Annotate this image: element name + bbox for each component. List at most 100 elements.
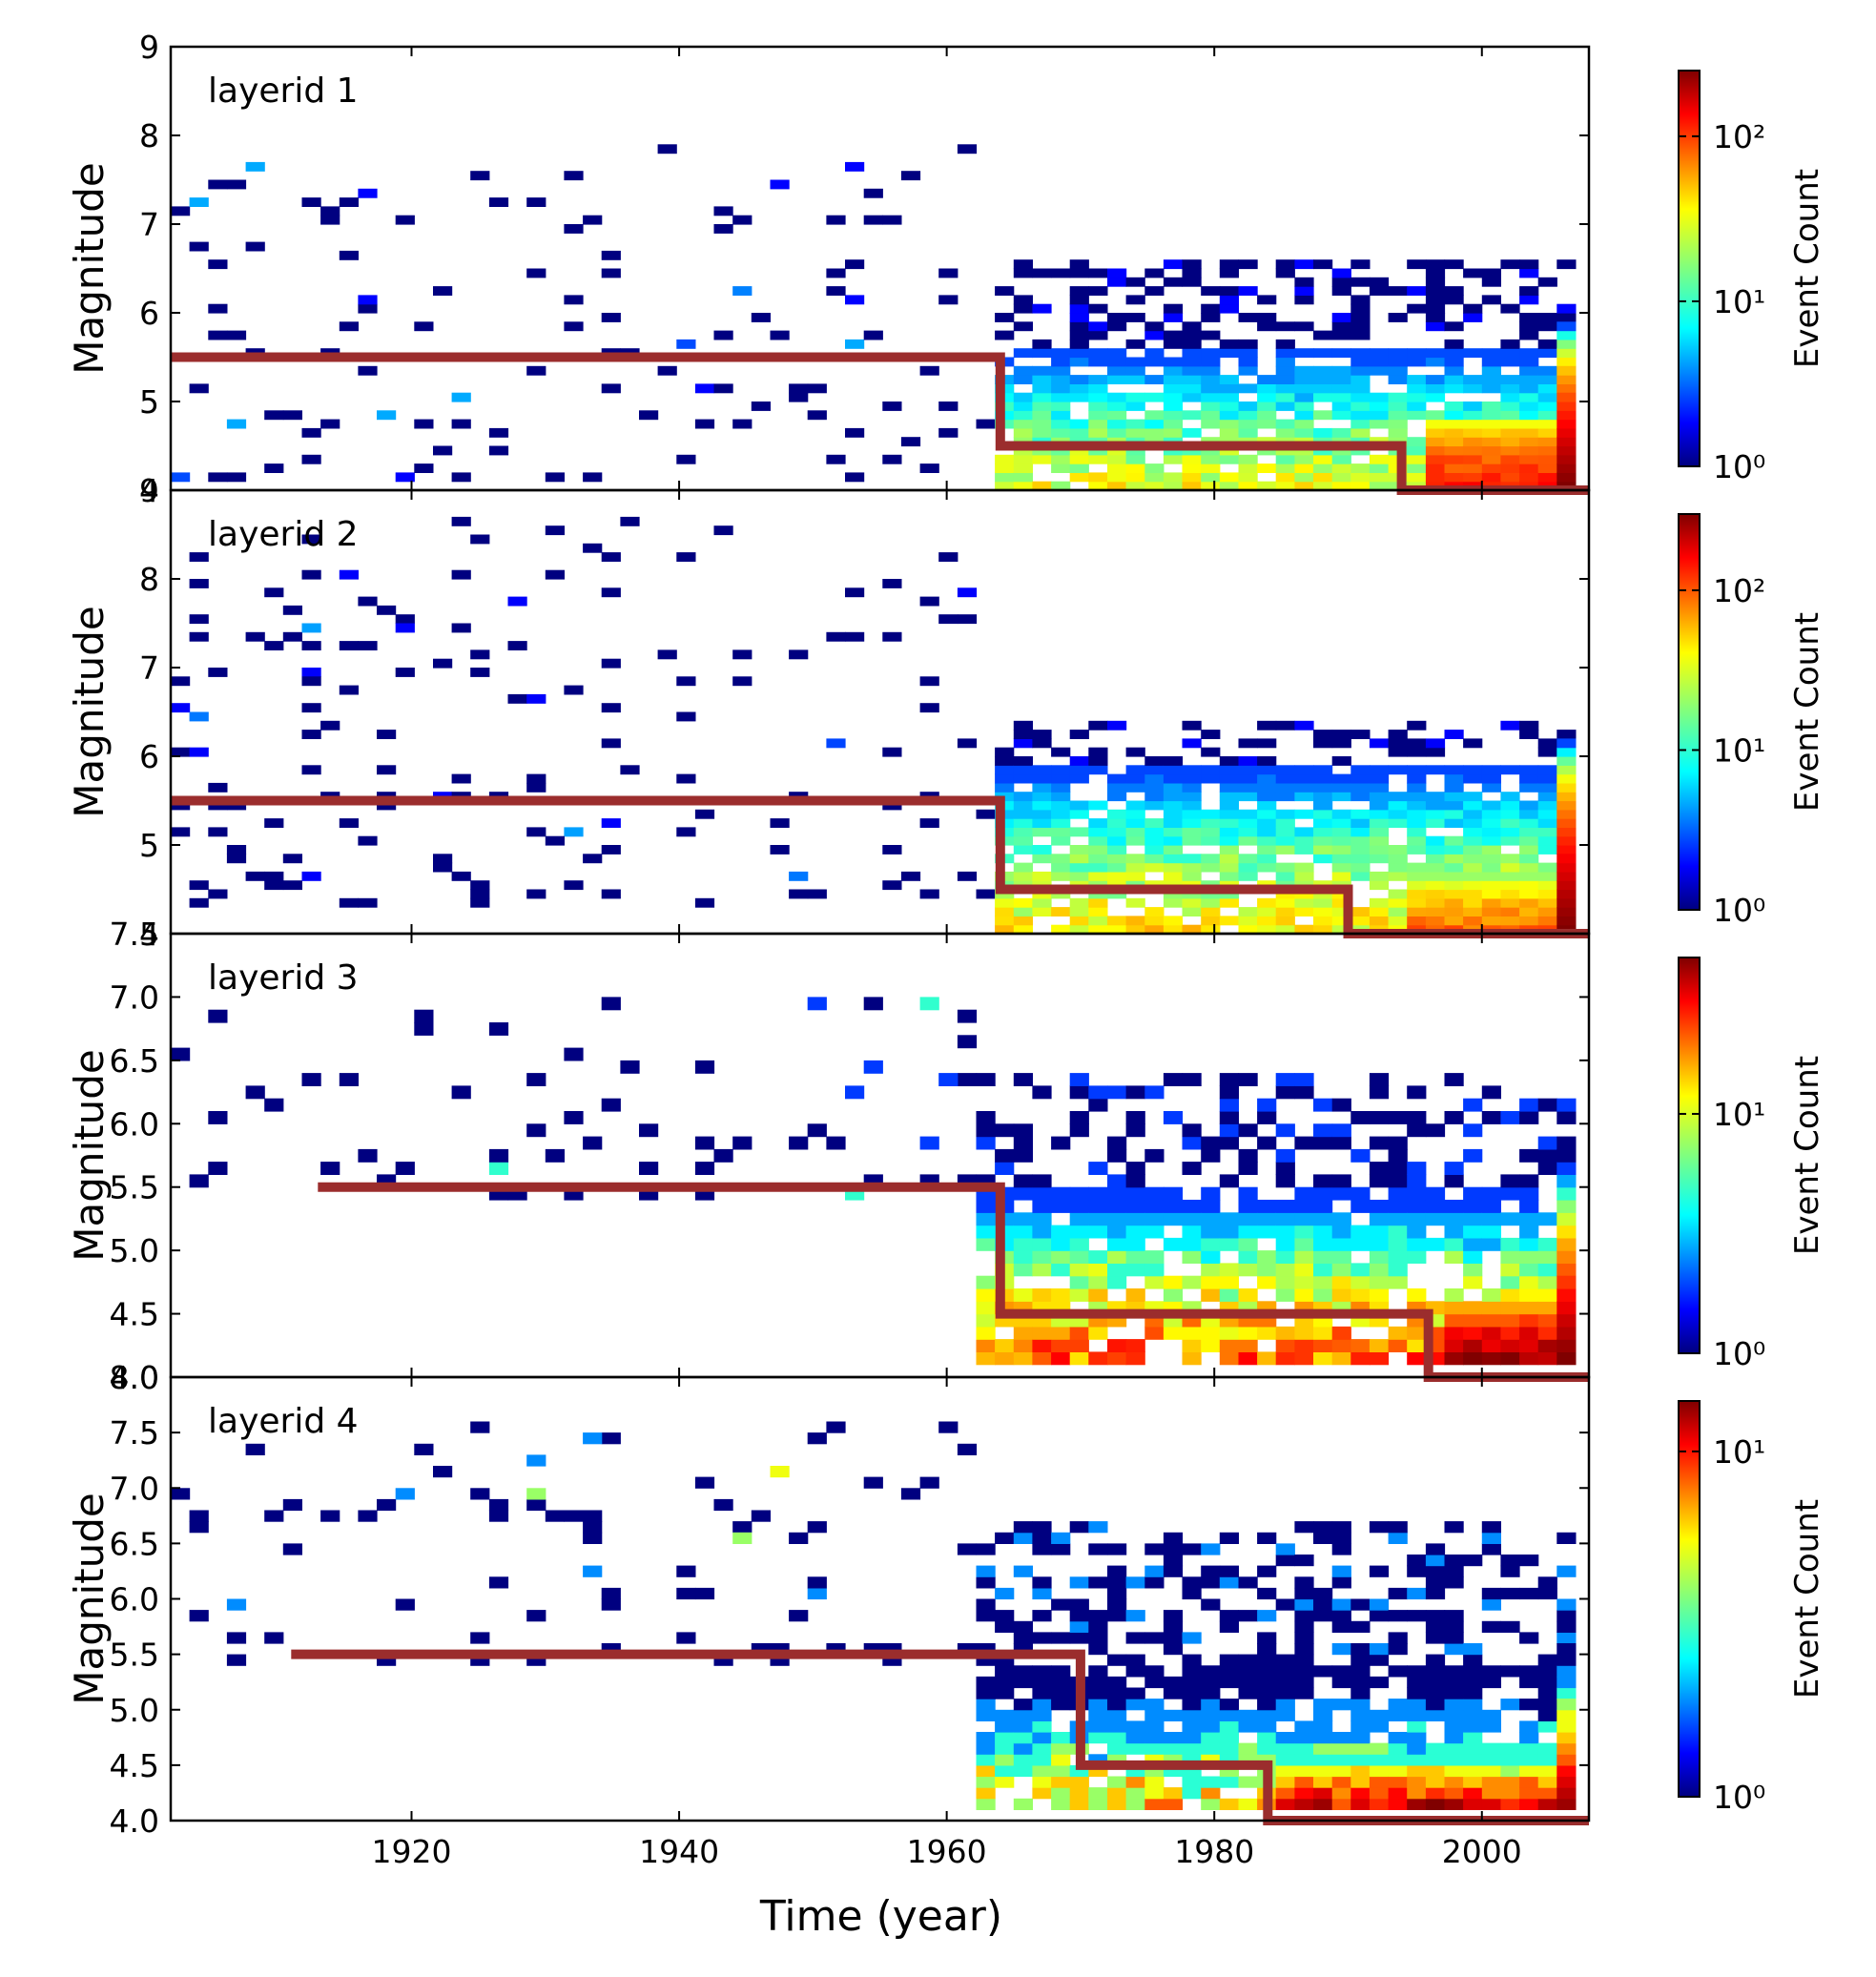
heatmap-cell <box>1163 259 1184 270</box>
y-tick-label: 6.5 <box>110 1525 159 1562</box>
heatmap-cell <box>1331 481 1351 491</box>
heatmap-cell <box>1294 773 1314 784</box>
heatmap-cell <box>713 224 733 234</box>
heatmap-cell <box>1350 1186 1371 1201</box>
heatmap-cell <box>995 1720 1015 1733</box>
heatmap-cell <box>995 897 1015 908</box>
heatmap-cell <box>1163 756 1184 766</box>
heatmap-cell <box>1163 1212 1184 1226</box>
heatmap-cell <box>1556 472 1577 483</box>
heatmap-cell <box>770 845 790 855</box>
heatmap-cell <box>1069 295 1089 305</box>
y-tick-label: 5.0 <box>110 1692 159 1729</box>
heatmap-cell <box>488 1162 509 1175</box>
heatmap-cell <box>845 427 865 438</box>
heatmap-cell <box>1407 738 1427 749</box>
heatmap-cell <box>1407 1787 1427 1800</box>
heatmap-cell <box>976 1798 996 1810</box>
heatmap-cell <box>1219 402 1239 411</box>
heatmap-cell <box>601 658 621 669</box>
heatmap-cell <box>1556 854 1577 864</box>
heatmap-cell <box>694 1162 715 1175</box>
heatmap-cell <box>1107 1148 1127 1163</box>
heatmap-cell <box>1537 1212 1557 1226</box>
heatmap-cell <box>1481 365 1501 376</box>
heatmap-cell <box>1444 809 1464 819</box>
heatmap-cell <box>1500 383 1520 394</box>
heatmap-cell <box>1069 862 1089 873</box>
heatmap-cell <box>1369 1275 1390 1289</box>
heatmap-cell <box>1519 402 1539 411</box>
heatmap-cell <box>1257 862 1277 873</box>
heatmap-cell <box>995 1339 1015 1352</box>
colorbar-tick-label: 10⁰ <box>1713 448 1765 485</box>
heatmap-cell <box>264 1098 284 1112</box>
heatmap-cell <box>526 1123 546 1138</box>
heatmap-cell <box>1051 1186 1071 1201</box>
heatmap-cell <box>1238 472 1258 483</box>
heatmap-cell <box>1425 437 1446 447</box>
heatmap-cell <box>1144 1200 1165 1213</box>
heatmap-cell <box>1275 827 1295 837</box>
heatmap-cell <box>1537 880 1557 891</box>
heatmap-cell <box>1407 916 1427 926</box>
heatmap-cell <box>1444 889 1464 899</box>
heatmap-cell <box>1125 871 1145 881</box>
heatmap-cell <box>1163 313 1184 322</box>
heatmap-cell <box>1163 419 1184 429</box>
heatmap-cell <box>1444 845 1464 855</box>
heatmap-cell <box>1556 330 1577 340</box>
heatmap-cell <box>1425 800 1446 811</box>
heatmap-cell <box>301 534 321 545</box>
heatmap-cell <box>189 241 209 252</box>
heatmap-cell <box>1444 1555 1464 1567</box>
heatmap-cell <box>1369 1174 1390 1188</box>
heatmap-cell <box>1537 765 1557 775</box>
heatmap-cell <box>1331 924 1351 935</box>
heatmap-cell <box>1481 268 1501 278</box>
heatmap-cell <box>1519 357 1539 367</box>
heatmap-cell <box>1275 809 1295 819</box>
heatmap-cell <box>1069 916 1089 926</box>
heatmap-cell <box>1500 1787 1520 1800</box>
heatmap-cell <box>1425 1787 1446 1800</box>
heatmap-cell <box>226 330 247 340</box>
heatmap-cell <box>1238 1162 1258 1175</box>
heatmap-cell <box>976 1339 996 1352</box>
heatmap-cell <box>995 463 1015 473</box>
heatmap-cell <box>1444 1643 1464 1656</box>
heatmap-cell <box>1088 756 1108 766</box>
heatmap-cell <box>1537 1776 1557 1788</box>
heatmap-cell <box>1013 1339 1033 1352</box>
heatmap-cell <box>1182 1776 1202 1788</box>
heatmap-cell <box>1537 1720 1557 1733</box>
heatmap-cell <box>1350 365 1371 376</box>
heatmap-cell <box>1537 1787 1557 1800</box>
heatmap-cell <box>1313 1754 1333 1766</box>
heatmap-cell <box>1294 782 1314 793</box>
heatmap-cell <box>1032 348 1052 359</box>
heatmap-cell <box>1556 1776 1577 1788</box>
heatmap-cell <box>1481 454 1501 464</box>
heatmap-cell <box>1313 1225 1333 1239</box>
heatmap-cell <box>1425 897 1446 908</box>
heatmap-cell <box>1144 1212 1165 1226</box>
heatmap-cell <box>1238 1676 1258 1689</box>
heatmap-cell <box>507 641 527 650</box>
heatmap-cell <box>1144 916 1165 926</box>
heatmap-cell <box>1519 445 1539 456</box>
heatmap-cell <box>1537 800 1557 811</box>
heatmap-cell <box>676 1632 696 1644</box>
heatmap-cell <box>488 1148 509 1163</box>
heatmap-cell <box>1313 375 1333 384</box>
heatmap-cell <box>863 215 883 225</box>
heatmap-cell <box>1313 1742 1333 1755</box>
heatmap-cell <box>1219 1073 1239 1086</box>
heatmap-cell <box>1238 1610 1258 1622</box>
heatmap-cell <box>1369 1200 1390 1213</box>
heatmap-cell <box>1107 1085 1127 1100</box>
heatmap-cell <box>1519 437 1539 447</box>
heatmap-cell <box>1350 463 1371 473</box>
heatmap-cell <box>1425 854 1446 864</box>
heatmap-cell <box>358 188 378 198</box>
